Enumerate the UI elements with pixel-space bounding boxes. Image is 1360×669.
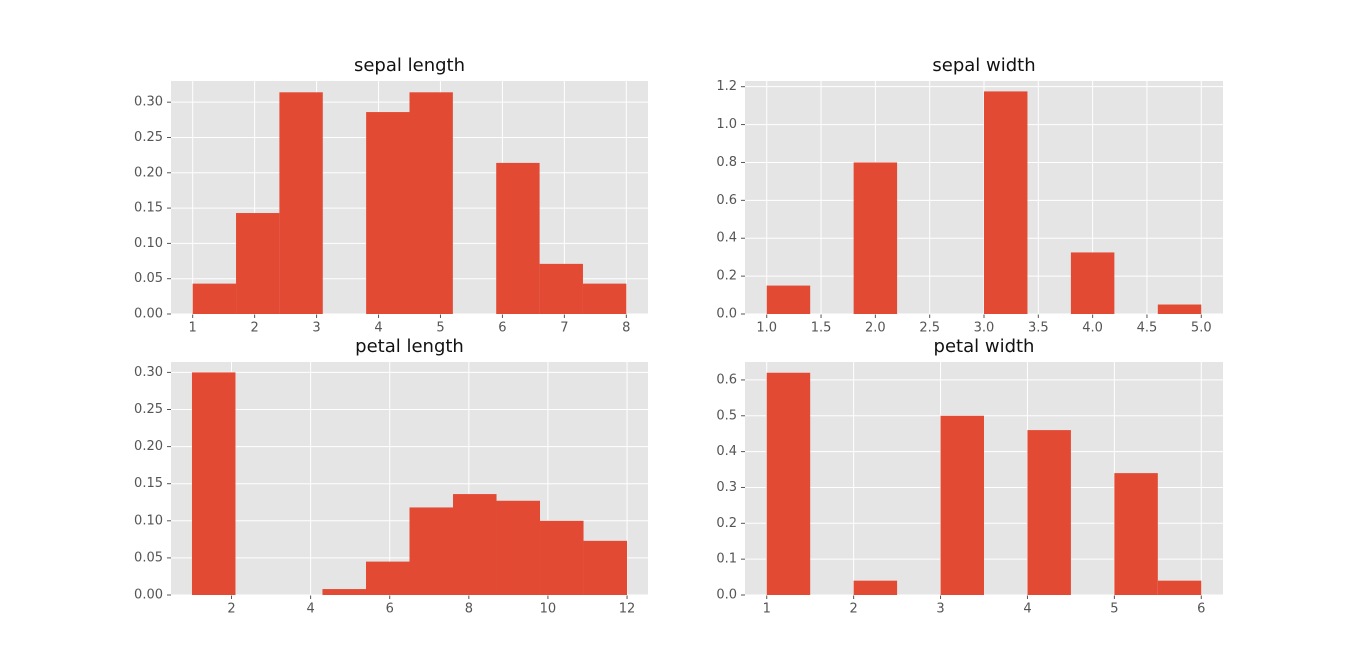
y-tick-label: 0.0 — [716, 307, 737, 322]
chart-title: petal width — [934, 336, 1035, 357]
histogram-bar — [853, 162, 898, 314]
x-tick-label: 2 — [250, 321, 258, 336]
x-tick-label: 8 — [622, 321, 630, 336]
y-tick-label: 0.4 — [716, 231, 737, 246]
histogram-bar — [583, 540, 628, 595]
y-tick-label: 0.30 — [134, 365, 163, 380]
histogram-bar — [279, 92, 323, 314]
x-tick-label: 5 — [436, 321, 444, 336]
x-tick-label: 1 — [763, 602, 771, 617]
x-tick-label: 6 — [386, 602, 394, 617]
y-tick-label: 0.1 — [716, 552, 737, 567]
x-tick-label: 7 — [560, 321, 568, 336]
x-tick-label: 2 — [227, 602, 235, 617]
histogram-bar — [853, 580, 898, 595]
y-tick-label: 1.0 — [716, 117, 737, 132]
histogram-bar — [191, 372, 236, 595]
histogram-bar — [409, 92, 453, 314]
histogram-bar — [453, 494, 497, 595]
x-tick-label: 4 — [1023, 602, 1031, 617]
histogram-bar — [409, 507, 454, 595]
x-tick-label: 6 — [498, 321, 506, 336]
x-tick-label: 1.0 — [756, 321, 777, 336]
histogram-bar — [365, 561, 410, 595]
chart-title: sepal length — [354, 55, 465, 76]
x-tick-label: 12 — [619, 602, 636, 617]
x-tick-label: 4 — [374, 321, 382, 336]
y-tick-label: 0.25 — [134, 130, 163, 145]
histogram-bar — [1070, 252, 1115, 314]
histogram-bar — [984, 91, 1028, 314]
y-tick-label: 0.00 — [134, 307, 163, 322]
x-tick-label: 4 — [306, 602, 314, 617]
histogram-bar — [1027, 430, 1071, 595]
y-tick-label: 0.15 — [134, 476, 163, 491]
histogram-bar — [540, 520, 584, 595]
histogram-bar — [322, 589, 366, 595]
y-tick-label: 0.20 — [134, 165, 163, 180]
y-tick-label: 0.25 — [134, 402, 163, 417]
x-tick-label: 5.0 — [1191, 321, 1212, 336]
y-tick-label: 0.2 — [716, 516, 737, 531]
y-tick-label: 0.30 — [134, 95, 163, 110]
x-tick-label: 3.0 — [974, 321, 995, 336]
x-tick-label: 4.5 — [1137, 321, 1158, 336]
chart-title: petal length — [355, 336, 464, 357]
histogram-bar — [366, 112, 410, 314]
x-tick-label: 2.5 — [919, 321, 940, 336]
histogram-bar — [236, 213, 280, 314]
chart-title: sepal width — [932, 55, 1035, 76]
x-tick-label: 1.5 — [811, 321, 832, 336]
y-tick-label: 0.15 — [134, 201, 163, 216]
x-tick-label: 2 — [849, 602, 857, 617]
histogram-bar — [1157, 304, 1202, 314]
histogram-bar — [766, 285, 811, 314]
x-tick-label: 3.5 — [1028, 321, 1049, 336]
histogram-bar — [766, 372, 811, 595]
x-tick-label: 2.0 — [865, 321, 886, 336]
y-tick-label: 0.0 — [716, 588, 737, 603]
x-tick-label: 8 — [465, 602, 473, 617]
x-tick-label: 4.0 — [1082, 321, 1103, 336]
histogram-bar — [192, 283, 237, 314]
histogram-bar — [539, 263, 583, 314]
y-tick-label: 1.2 — [716, 79, 737, 94]
histogram-bar — [496, 162, 540, 314]
histogram-bar — [582, 283, 627, 314]
x-tick-label: 6 — [1197, 602, 1205, 617]
y-tick-label: 0.05 — [134, 550, 163, 565]
histogram-bar — [1157, 580, 1202, 595]
y-tick-label: 0.6 — [716, 372, 737, 387]
y-tick-label: 0.5 — [716, 408, 737, 423]
histogram-bar — [940, 415, 984, 595]
y-tick-label: 0.20 — [134, 439, 163, 454]
y-tick-label: 0.00 — [134, 588, 163, 603]
y-tick-label: 0.4 — [716, 444, 737, 459]
histogram-bar — [496, 500, 541, 595]
x-tick-label: 3 — [936, 602, 944, 617]
x-tick-label: 3 — [312, 321, 320, 336]
y-tick-label: 0.6 — [716, 193, 737, 208]
y-tick-label: 0.3 — [716, 480, 737, 495]
y-tick-label: 0.05 — [134, 271, 163, 286]
y-tick-label: 0.10 — [134, 236, 163, 251]
x-tick-label: 1 — [189, 321, 197, 336]
y-tick-label: 0.2 — [716, 269, 737, 284]
y-tick-label: 0.10 — [134, 513, 163, 528]
y-tick-label: 0.8 — [716, 155, 737, 170]
histogram-bar — [1114, 473, 1158, 595]
x-tick-label: 5 — [1110, 602, 1118, 617]
x-tick-label: 10 — [540, 602, 557, 617]
